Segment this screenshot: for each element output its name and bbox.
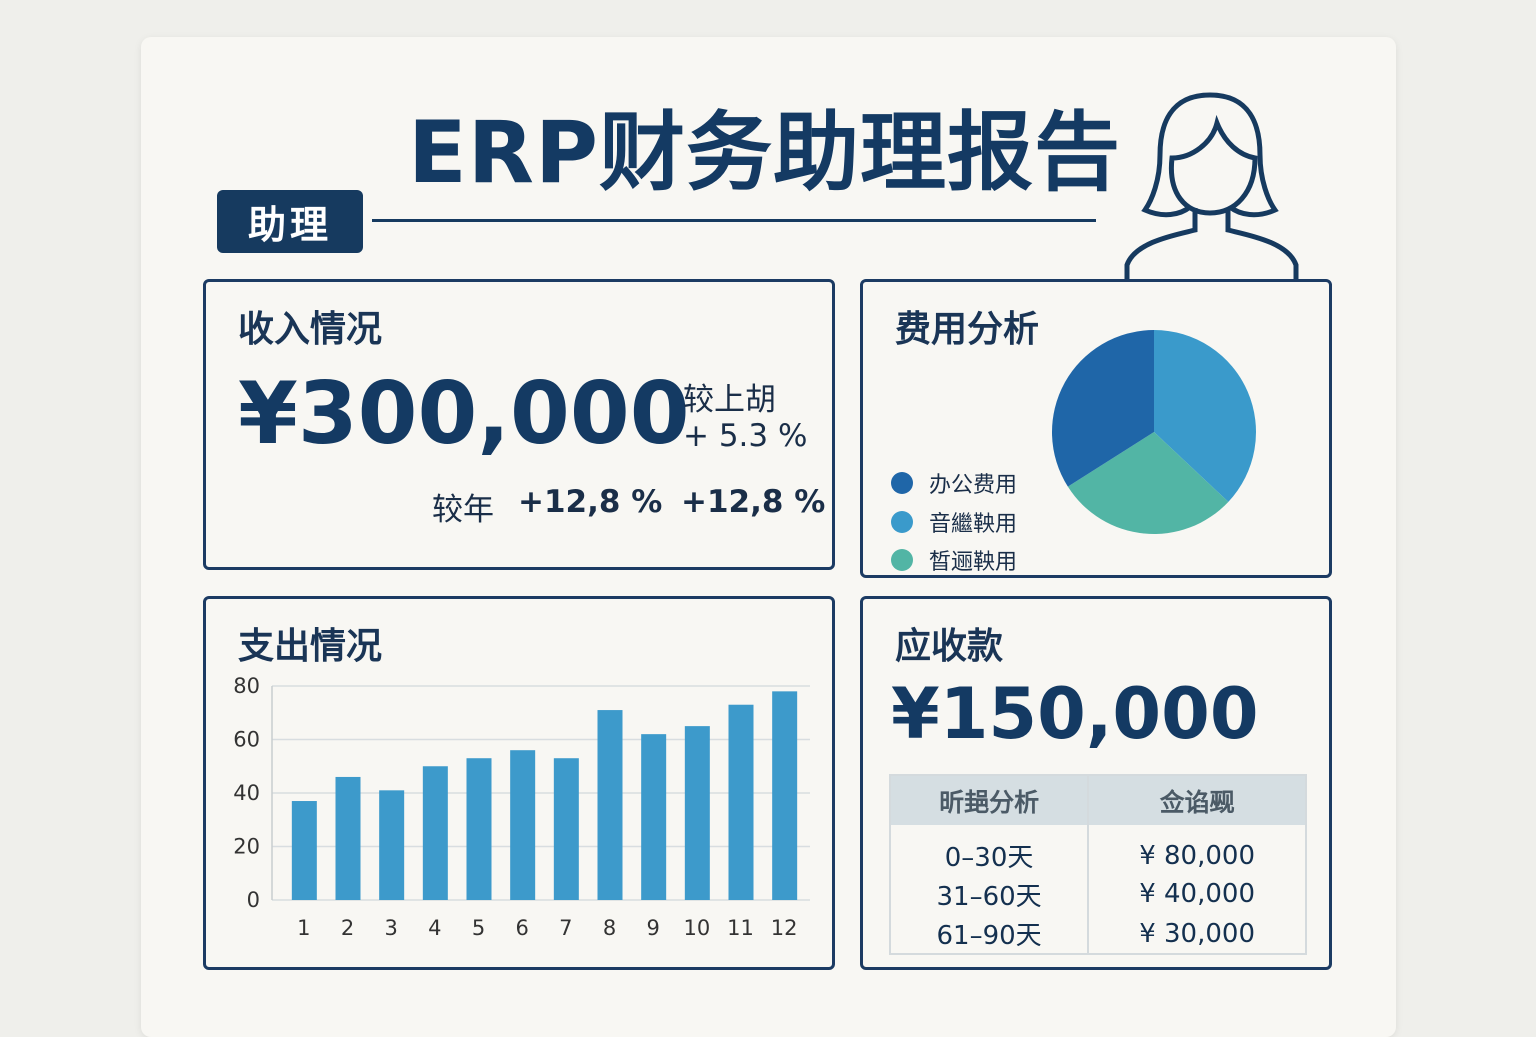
- table-header: 昕郌分析: [890, 775, 1089, 825]
- x-tick-label: 9: [646, 916, 659, 940]
- bar: [422, 766, 448, 900]
- legend-swatch: [891, 472, 913, 494]
- x-tick-label: 11: [727, 916, 754, 940]
- x-tick-label: 5: [472, 916, 485, 940]
- assistant-avatar-icon: [1124, 92, 1299, 280]
- table-cell: ¥ 30,000: [1087, 914, 1306, 954]
- legend-swatch: [891, 549, 913, 571]
- bar: [684, 726, 710, 900]
- year-change-2: +12,8 %: [681, 484, 826, 520]
- legend-label: 办公费用: [929, 473, 1018, 498]
- divider: [372, 219, 1096, 222]
- bar: [466, 758, 492, 900]
- year-label: 较年: [432, 492, 494, 528]
- bar: [335, 776, 361, 900]
- bar: [641, 734, 667, 900]
- prev-period-change: + 5.3 %: [683, 418, 808, 454]
- expense-card: 支出情况 0 20 40 60 80 1 2 3 4 5 6 7 8 9 10 11 12: [203, 596, 835, 970]
- legend-item: 音繼鞅用: [891, 506, 1017, 538]
- y-tick-label: 20: [233, 835, 260, 859]
- receivable-amount: ¥150,000: [891, 673, 1259, 755]
- x-tick-label: 7: [559, 916, 572, 940]
- legend-label: 音繼鞅用: [929, 512, 1018, 537]
- legend-swatch: [891, 511, 913, 533]
- prev-period-label: 较上胡: [683, 382, 776, 418]
- legend-item: 办公费用: [891, 467, 1017, 499]
- table-row: 31–60天 ¥ 40,000: [890, 874, 1306, 914]
- x-tick-label: 10: [683, 916, 710, 940]
- table-cell: ¥ 80,000: [1087, 825, 1306, 874]
- table-header: 佥谄觋: [1087, 775, 1306, 825]
- bar: [379, 790, 405, 900]
- x-tick-label: 3: [384, 916, 397, 940]
- x-tick-label: 8: [603, 916, 616, 940]
- income-title: 收入情况: [238, 309, 383, 350]
- expense-title: 支出情况: [238, 626, 383, 667]
- table-cell: 0–30天: [944, 843, 1034, 873]
- y-tick-label: 60: [233, 728, 260, 752]
- pie-slice: [1154, 330, 1256, 502]
- receivable-title: 应收款: [895, 626, 1004, 667]
- y-tick-label: 80: [233, 674, 260, 698]
- bar: [510, 750, 536, 900]
- table-row: 61–90天 ¥ 30,000: [890, 914, 1306, 954]
- bar: [728, 704, 754, 900]
- pie-slice: [1052, 330, 1154, 487]
- assistant-tag: 助理: [217, 190, 363, 253]
- bar: [772, 691, 798, 900]
- x-tick-label: 2: [341, 916, 354, 940]
- legend-item: 晳逦鞅用: [891, 544, 1017, 576]
- year-change: +12,8 %: [518, 484, 663, 520]
- legend-label: 晳逦鞅用: [929, 550, 1018, 575]
- aging-table: 昕郌分析 佥谄觋 0–30天 ¥ 80,000 31–60天 ¥ 40,000 61–…: [889, 774, 1307, 955]
- income-card: 收入情况 ¥300,000 较上胡 + 5.3 % 较年 +12,8 % +12…: [203, 279, 835, 570]
- bar: [597, 710, 623, 900]
- y-tick-label: 40: [233, 781, 260, 805]
- receivable-card: 应收款 ¥150,000 昕郌分析 佥谄觋 0–30天 ¥ 80,000 31–60…: [860, 596, 1332, 970]
- income-amount: ¥300,000: [238, 364, 690, 464]
- page-title: ERP财务助理报告: [408, 103, 1121, 203]
- x-tick-label: 6: [515, 916, 528, 940]
- bar: [291, 801, 317, 900]
- bar: [553, 758, 579, 900]
- expense-analysis-title: 费用分析: [895, 309, 1040, 350]
- pie-slice: [1067, 432, 1229, 534]
- table-cell: ¥ 40,000: [1087, 874, 1306, 914]
- x-tick-label: 1: [297, 916, 310, 940]
- table-cell: 31–60天: [936, 881, 1042, 912]
- y-tick-label: 0: [247, 888, 260, 912]
- x-tick-label: 4: [428, 916, 441, 940]
- expense-pie-chart: [1052, 330, 1256, 534]
- table-row: 0–30天 ¥ 80,000: [890, 825, 1306, 874]
- x-tick-label: 12: [771, 916, 798, 940]
- expense-analysis-card: 费用分析 办公费用 音繼鞅用 晳逦鞅用: [860, 279, 1332, 578]
- table-cell: 61–90天: [936, 921, 1042, 951]
